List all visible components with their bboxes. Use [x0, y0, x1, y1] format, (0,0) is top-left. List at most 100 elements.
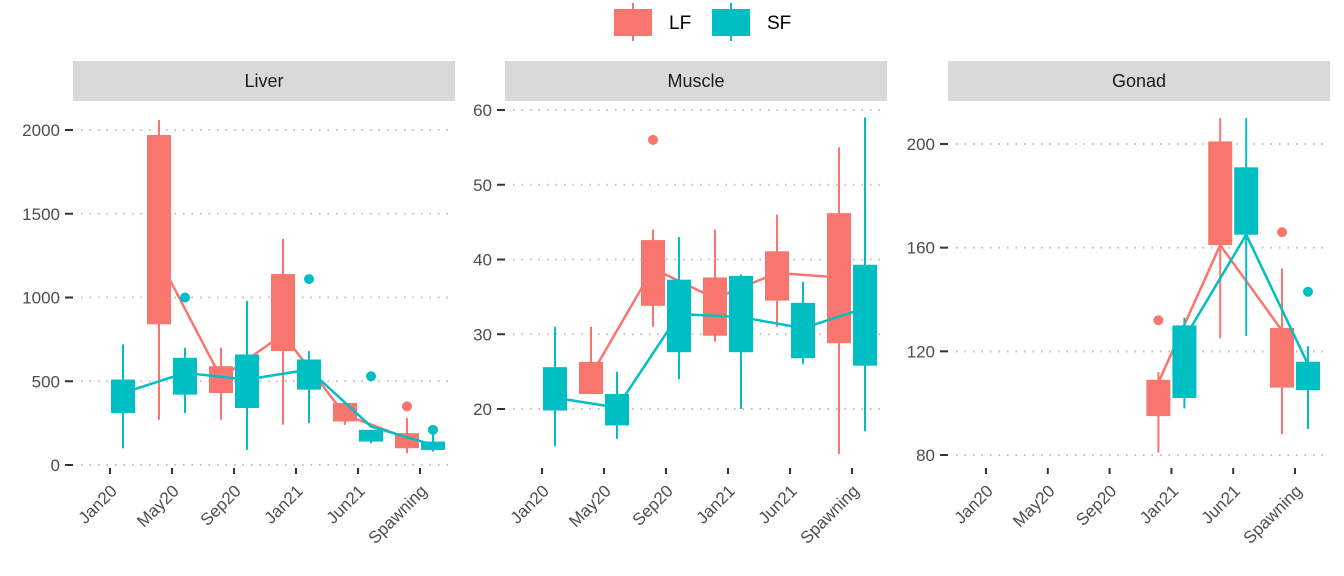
box-spawning [1270, 227, 1294, 435]
x-tick-label: May20 [133, 481, 183, 531]
box-spawning [1296, 286, 1320, 430]
y-tick-label: 30 [473, 325, 492, 344]
x-tick-label: Jan21 [261, 481, 307, 527]
trend-line [554, 306, 866, 409]
trend-line [122, 368, 434, 447]
outlier-point [428, 424, 438, 435]
box-may20 [147, 119, 171, 420]
box-sep20 [667, 237, 691, 380]
box-spawning [827, 147, 851, 454]
y-tick-label: 60 [473, 101, 492, 120]
box-body [605, 394, 629, 426]
series-lf [579, 134, 851, 454]
box-body [1270, 328, 1294, 388]
y-tick-label: 0 [51, 456, 60, 475]
box-body [209, 366, 233, 393]
box-jun21 [359, 371, 383, 444]
box-jun21 [791, 281, 815, 365]
box-body [729, 275, 753, 353]
series-sf [1172, 118, 1320, 430]
box-body [359, 429, 383, 442]
legend-label: LF [669, 13, 691, 34]
series-lf [1146, 118, 1294, 453]
panel-strip [73, 61, 455, 101]
y-tick-label: 120 [907, 342, 935, 361]
box-jan21 [1172, 317, 1197, 409]
outlier-point [1277, 227, 1287, 238]
box-may20 [579, 326, 603, 395]
x-tick-label: Spawning [1240, 481, 1306, 547]
box-body [579, 361, 603, 395]
box-body [703, 277, 727, 336]
outlier-point [366, 371, 376, 382]
box-body [1208, 141, 1233, 246]
box-spawning [853, 117, 877, 432]
outlier-point [648, 134, 658, 145]
y-tick-label: 1000 [22, 289, 60, 308]
x-tick-label: Jan21 [1136, 481, 1182, 527]
outlier-point [304, 274, 314, 285]
x-tick-label: Jan20 [507, 481, 553, 527]
x-tick-label: Spawning [797, 481, 863, 547]
box-sep20 [235, 300, 259, 450]
box-sep20 [641, 134, 665, 327]
x-tick-label: Spawning [365, 481, 431, 547]
box-body [421, 441, 445, 450]
box-jun21 [1234, 118, 1259, 336]
outlier-point [1303, 286, 1313, 297]
box-body [827, 213, 851, 344]
box-body [1146, 379, 1171, 417]
panel-muscle: Muscle 20 30 40 50 60 Jan20 May20 Sep20 Jan21 Jun2… [473, 61, 887, 548]
box-body [111, 379, 135, 414]
x-tick-label: Jun21 [323, 481, 369, 527]
box-body [1234, 167, 1259, 235]
trend-line [589, 266, 840, 376]
x-tick-label: Sep20 [629, 481, 677, 529]
box-jan21 [297, 274, 321, 424]
box-spawning [395, 401, 419, 454]
box-body [853, 264, 877, 366]
panel-title: Gonad [1112, 71, 1166, 91]
box-jun21 [765, 214, 789, 327]
x-tick-label: Sep20 [1072, 481, 1120, 529]
box-jun21 [1208, 118, 1233, 339]
panel-liver: Liver 0 500 1000 1500 2000 Jan20 May20 Sep20 Jan2… [22, 61, 455, 548]
x-tick-label: Jun21 [1198, 481, 1244, 527]
box-body [147, 135, 171, 325]
panel-title: Liver [244, 71, 283, 91]
box-body [1296, 361, 1320, 391]
box-jan21 [703, 229, 727, 342]
legend-label: SF [767, 13, 791, 34]
x-tick-label: Jan20 [75, 481, 121, 527]
x-tick-label: Jun21 [755, 481, 801, 527]
panel-strip [505, 61, 887, 101]
legend-item-lf: LF [614, 3, 691, 41]
box-body [235, 354, 259, 409]
box-spawning [421, 424, 445, 452]
box-sep20 [209, 347, 233, 420]
y-tick-label: 20 [473, 400, 492, 419]
box-body [297, 359, 321, 390]
y-tick-label: 500 [32, 372, 60, 391]
y-tick-label: 80 [916, 446, 935, 465]
series-lf [147, 119, 419, 454]
x-tick-label: Jan21 [693, 481, 739, 527]
series-sf [111, 274, 445, 452]
outlier-point [180, 292, 190, 303]
series-sf [543, 117, 877, 447]
panel-gonad: Gonad 80 120 160 200 Jan20 May20 Sep20 Jan21 Jun2… [907, 61, 1330, 548]
y-tick-label: 160 [907, 239, 935, 258]
box-jan21 [271, 238, 295, 425]
x-tick-label: Sep20 [197, 481, 245, 529]
box-jan21 [1146, 315, 1171, 453]
legend-key [614, 9, 652, 36]
box-body [791, 302, 815, 359]
legend-key [712, 9, 750, 36]
box-body [543, 367, 567, 411]
legend: LF SF [614, 3, 791, 41]
panel-strip [948, 61, 1330, 101]
box-jan20 [111, 344, 135, 449]
y-tick-label: 200 [907, 135, 935, 154]
outlier-point [1153, 315, 1164, 326]
